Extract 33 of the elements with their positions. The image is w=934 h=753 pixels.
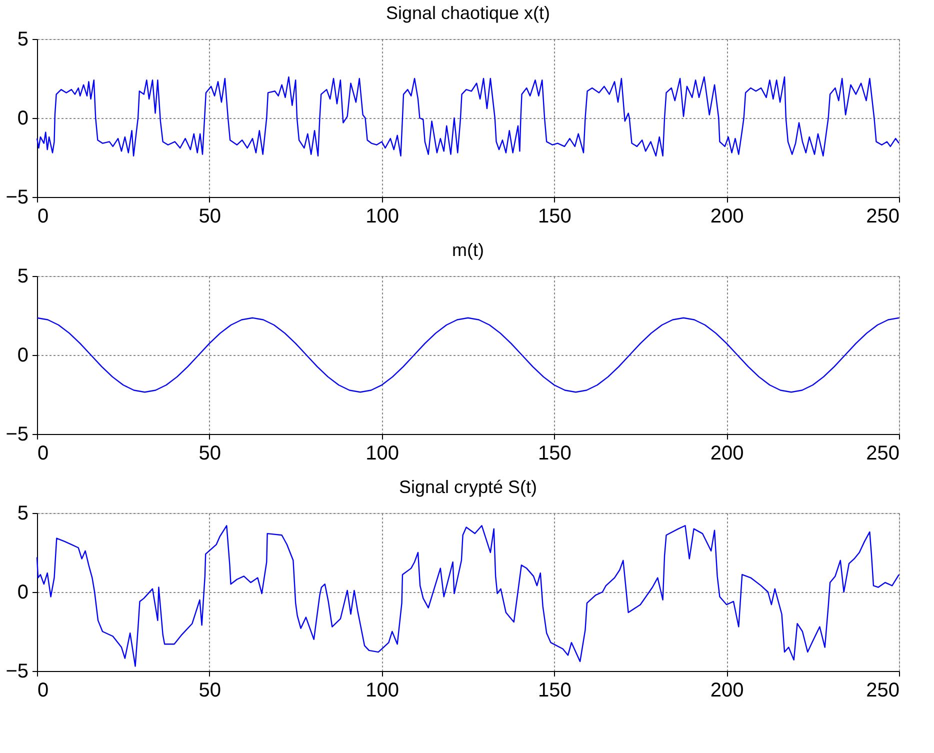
y-tick-label: 5: [17, 502, 28, 524]
y-tick-label: 0: [17, 108, 28, 130]
x-tick-label: 100: [366, 680, 399, 702]
x-tick-label: 150: [538, 442, 572, 464]
x-tick-label: 0: [38, 442, 49, 464]
y-tick-label: 5: [17, 266, 28, 288]
y-tick-label: −5: [6, 186, 28, 208]
y-tick-label: 5: [17, 28, 28, 50]
line-series: [36, 76, 900, 157]
x-tick-label: 150: [538, 680, 572, 702]
y-tick-label: −5: [6, 424, 28, 446]
x-tick-label: 0: [38, 680, 49, 702]
x-tick-label: 250: [866, 442, 900, 464]
x-tick-label: 0: [38, 206, 49, 228]
x-tick-label: 100: [366, 442, 399, 464]
y-tick-label: −5: [6, 660, 28, 682]
x-tick-label: 250: [866, 680, 900, 702]
x-tick-label: 100: [366, 206, 399, 228]
x-tick-label: 50: [198, 442, 222, 464]
x-tick-label: 200: [710, 206, 744, 228]
line-series: [36, 317, 900, 393]
x-tick-label: 150: [538, 206, 572, 228]
x-tick-label: 50: [198, 206, 222, 228]
x-tick-label: 200: [710, 442, 744, 464]
line-series: [36, 525, 900, 667]
chart-title: Signal chaotique x(t): [386, 3, 550, 23]
chart-title: m(t): [452, 240, 484, 260]
x-tick-label: 250: [866, 206, 900, 228]
x-tick-label: 200: [710, 680, 744, 702]
y-tick-label: 0: [17, 582, 28, 604]
x-tick-label: 50: [198, 680, 222, 702]
chart-title: Signal crypté S(t): [398, 477, 538, 497]
y-tick-label: 0: [17, 344, 28, 366]
